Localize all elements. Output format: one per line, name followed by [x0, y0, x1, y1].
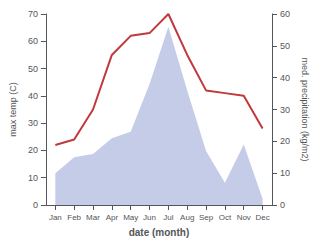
- svg-text:0: 0: [33, 200, 38, 210]
- svg-text:70: 70: [28, 9, 38, 19]
- svg-text:Feb: Feb: [67, 213, 81, 222]
- svg-text:May: May: [123, 213, 138, 222]
- svg-text:40: 40: [280, 73, 290, 83]
- svg-text:Jul: Jul: [163, 213, 173, 222]
- svg-text:0: 0: [280, 200, 285, 210]
- svg-text:max temp (C): max temp (C): [8, 82, 18, 137]
- svg-text:60: 60: [280, 9, 290, 19]
- svg-text:Aug: Aug: [180, 213, 194, 222]
- svg-text:date (month): date (month): [129, 227, 190, 238]
- svg-text:Mar: Mar: [86, 213, 100, 222]
- svg-text:30: 30: [28, 118, 38, 128]
- svg-text:Jan: Jan: [49, 213, 62, 222]
- svg-text:Oct: Oct: [219, 213, 232, 222]
- svg-text:Jun: Jun: [143, 213, 156, 222]
- svg-text:40: 40: [28, 91, 38, 101]
- svg-text:Sep: Sep: [199, 213, 214, 222]
- svg-text:50: 50: [280, 41, 290, 51]
- svg-text:Apr: Apr: [106, 213, 119, 222]
- svg-text:60: 60: [28, 36, 38, 46]
- svg-text:10: 10: [28, 173, 38, 183]
- svg-text:30: 30: [280, 105, 290, 115]
- svg-text:Nov: Nov: [237, 213, 251, 222]
- svg-text:Dec: Dec: [255, 213, 269, 222]
- svg-text:med. precipitation (kg/m2): med. precipitation (kg/m2): [300, 57, 310, 161]
- svg-text:20: 20: [280, 136, 290, 146]
- svg-text:20: 20: [28, 145, 38, 155]
- svg-text:10: 10: [280, 168, 290, 178]
- svg-text:50: 50: [28, 64, 38, 74]
